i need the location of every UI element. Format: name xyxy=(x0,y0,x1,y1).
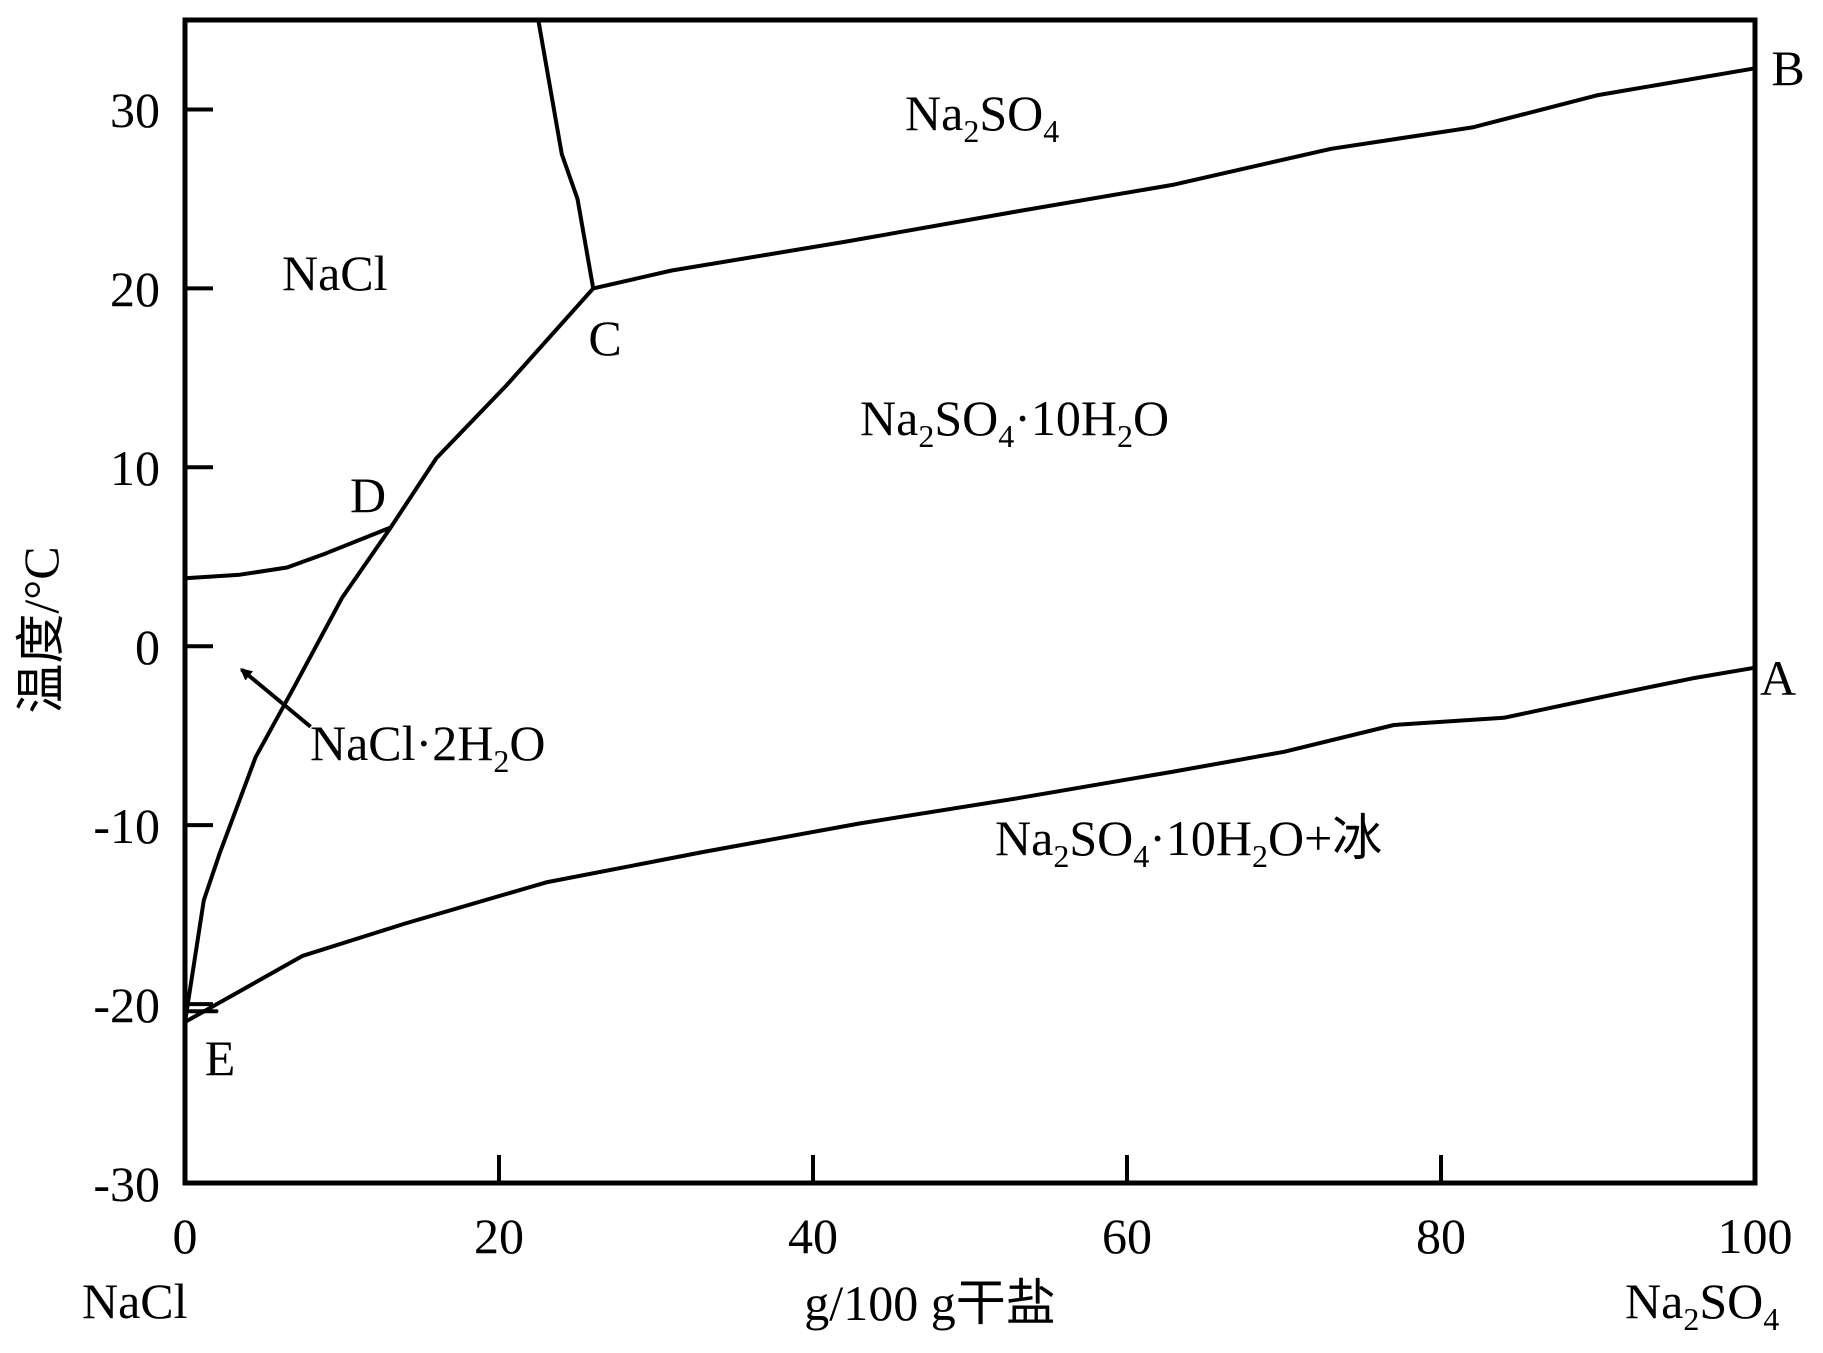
x-axis-title: g/100 g干盐 xyxy=(804,1275,1055,1331)
y-tick-label: -10 xyxy=(93,798,160,854)
y-tick-label: 20 xyxy=(110,261,160,317)
x-tick-label: 20 xyxy=(474,1208,524,1264)
dihydrate-pointer-arrow xyxy=(239,667,312,729)
x-tick-labels: 0 20 40 60 80 100 xyxy=(173,1208,1793,1264)
phase-boundaries xyxy=(183,18,1757,1024)
phase-boundary-line-4 xyxy=(536,18,596,291)
x-tick-label: 40 xyxy=(788,1208,838,1264)
region-label-dihydrate: NaCl·2H2O xyxy=(310,715,545,779)
phase-boundary-line-2 xyxy=(183,66,1757,1024)
phase-boundary-line-1 xyxy=(183,665,1757,1024)
region-label-decahydrate-ice: Na2SO4·10H2O+冰 xyxy=(995,810,1382,874)
axis-ticks xyxy=(185,107,1443,1183)
point-label-e: E xyxy=(205,1030,236,1086)
phase-boundary-line-3 xyxy=(183,526,392,581)
region-label-decahydrate: Na2SO4·10H2O xyxy=(860,390,1169,454)
y-tick-label: -20 xyxy=(93,977,160,1033)
y-tick-label: -30 xyxy=(93,1156,160,1212)
point-label-d: D xyxy=(350,467,386,523)
x-tick-label: 60 xyxy=(1102,1208,1152,1264)
y-tick-label: 10 xyxy=(110,440,160,496)
region-label-na2so4: Na2SO4 xyxy=(905,85,1059,149)
point-label-b: B xyxy=(1771,40,1804,96)
y-tick-label: 30 xyxy=(110,82,160,138)
point-label-a: A xyxy=(1760,650,1796,706)
x-left-end-label: NaCl xyxy=(82,1273,188,1329)
plot-frame xyxy=(182,17,1758,1186)
x-tick-label: 0 xyxy=(173,1208,198,1264)
region-label-nacl: NaCl xyxy=(282,245,388,301)
y-tick-label: 0 xyxy=(135,619,160,675)
y-tick-labels: -30 -20 -10 0 10 20 30 xyxy=(93,82,160,1212)
point-label-c: C xyxy=(588,310,621,366)
x-right-end-label: Na2SO4 xyxy=(1625,1273,1779,1337)
x-tick-label: 80 xyxy=(1416,1208,1466,1264)
x-tick-label: 100 xyxy=(1718,1208,1793,1264)
y-axis-title: 温度/°C xyxy=(13,546,69,713)
